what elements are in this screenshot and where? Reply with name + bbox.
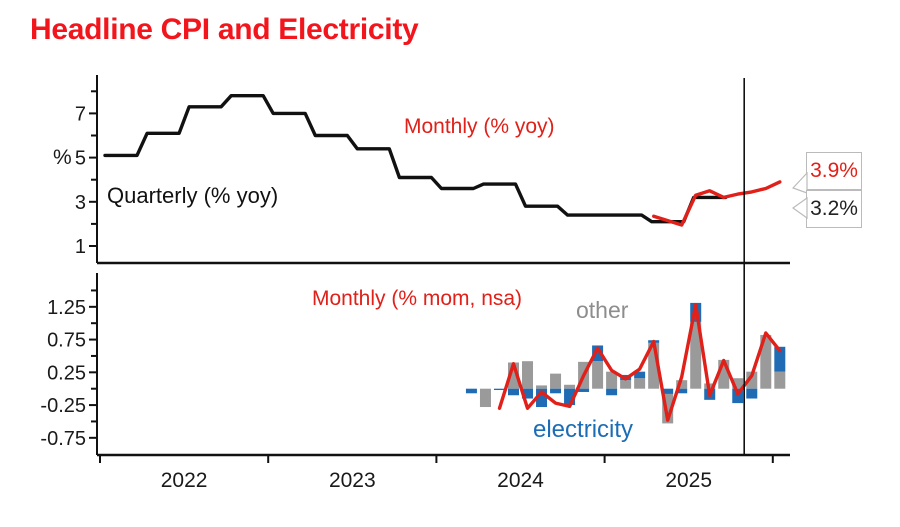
electricity-bar <box>662 388 674 394</box>
y-tick-label: 1.25 <box>47 297 86 319</box>
electricity-bar <box>550 388 562 394</box>
monthly-cpi-line <box>652 180 782 227</box>
quarterly-cpi-line <box>103 94 728 224</box>
x-tick-label: 2024 <box>497 469 544 492</box>
other-bar <box>746 371 758 389</box>
x-tick-label: 2022 <box>161 469 208 492</box>
y-tick-label: 7 <box>75 103 86 125</box>
callout-pointer-icon <box>792 172 808 194</box>
other-bar <box>620 380 632 389</box>
y-tick-label: 3 <box>75 192 86 214</box>
other-bar <box>564 384 576 389</box>
electricity-bar <box>606 388 618 396</box>
other-bar <box>634 378 646 389</box>
y-tick-label: -0.75 <box>40 428 86 450</box>
electricity-series-label: electricity <box>533 416 634 443</box>
quarterly-series-label: Quarterly (% yoy) <box>107 183 279 208</box>
x-tick-label: 2023 <box>329 469 376 492</box>
x-tick-label: 2025 <box>665 469 712 492</box>
electricity-bar <box>746 388 758 399</box>
callout-quarterly-yoy: 3.2% <box>792 190 862 228</box>
electricity-bar <box>522 388 534 399</box>
electricity-bar <box>634 371 646 379</box>
electricity-bar <box>507 388 519 396</box>
other-bar <box>690 321 702 389</box>
y-tick-label: 5 <box>75 148 86 170</box>
other-bar <box>479 388 491 408</box>
chart-title: Headline CPI and Electricity <box>30 13 419 46</box>
electricity-bar <box>676 388 688 394</box>
other-bar <box>536 385 548 389</box>
other-bar <box>662 393 674 424</box>
electricity-bar <box>578 388 590 392</box>
electricity-bar <box>465 388 477 394</box>
electricity-bar <box>592 345 604 362</box>
electricity-bar <box>564 388 576 406</box>
monthly-mom-line <box>497 303 782 422</box>
other-bar <box>676 380 688 389</box>
other-bar <box>760 334 772 389</box>
other-bar <box>592 361 604 389</box>
other-bar <box>550 373 562 389</box>
callout-pointer-icon <box>792 197 808 219</box>
y-tick-label: -0.25 <box>40 395 86 417</box>
other-bar <box>522 361 534 389</box>
y-tick-label: 0.75 <box>47 330 86 352</box>
electricity-bar <box>493 388 505 391</box>
y-tick-label: 1 <box>75 236 86 258</box>
electricity-bar <box>536 388 548 408</box>
callout-monthly-value: 3.9% <box>810 159 858 182</box>
other-series-label: other <box>576 297 629 323</box>
other-bar <box>718 359 730 389</box>
electricity-bar <box>732 388 744 404</box>
callout-quarterly-value: 3.2% <box>810 197 858 220</box>
other-bar <box>648 342 660 389</box>
other-bar <box>774 371 786 389</box>
other-bar <box>732 378 744 389</box>
monthly-yoy-series-label: Monthly (% yoy) <box>404 115 555 138</box>
y-axis-unit-label: % <box>53 146 72 169</box>
y-tick-label: 0.25 <box>47 362 86 384</box>
callout-monthly-yoy: 3.9% <box>792 152 862 194</box>
electricity-bar <box>774 346 786 372</box>
other-bar <box>507 362 519 389</box>
monthly-mom-series-label: Monthly (% mom, nsa) <box>312 287 523 310</box>
other-bar <box>606 371 618 389</box>
